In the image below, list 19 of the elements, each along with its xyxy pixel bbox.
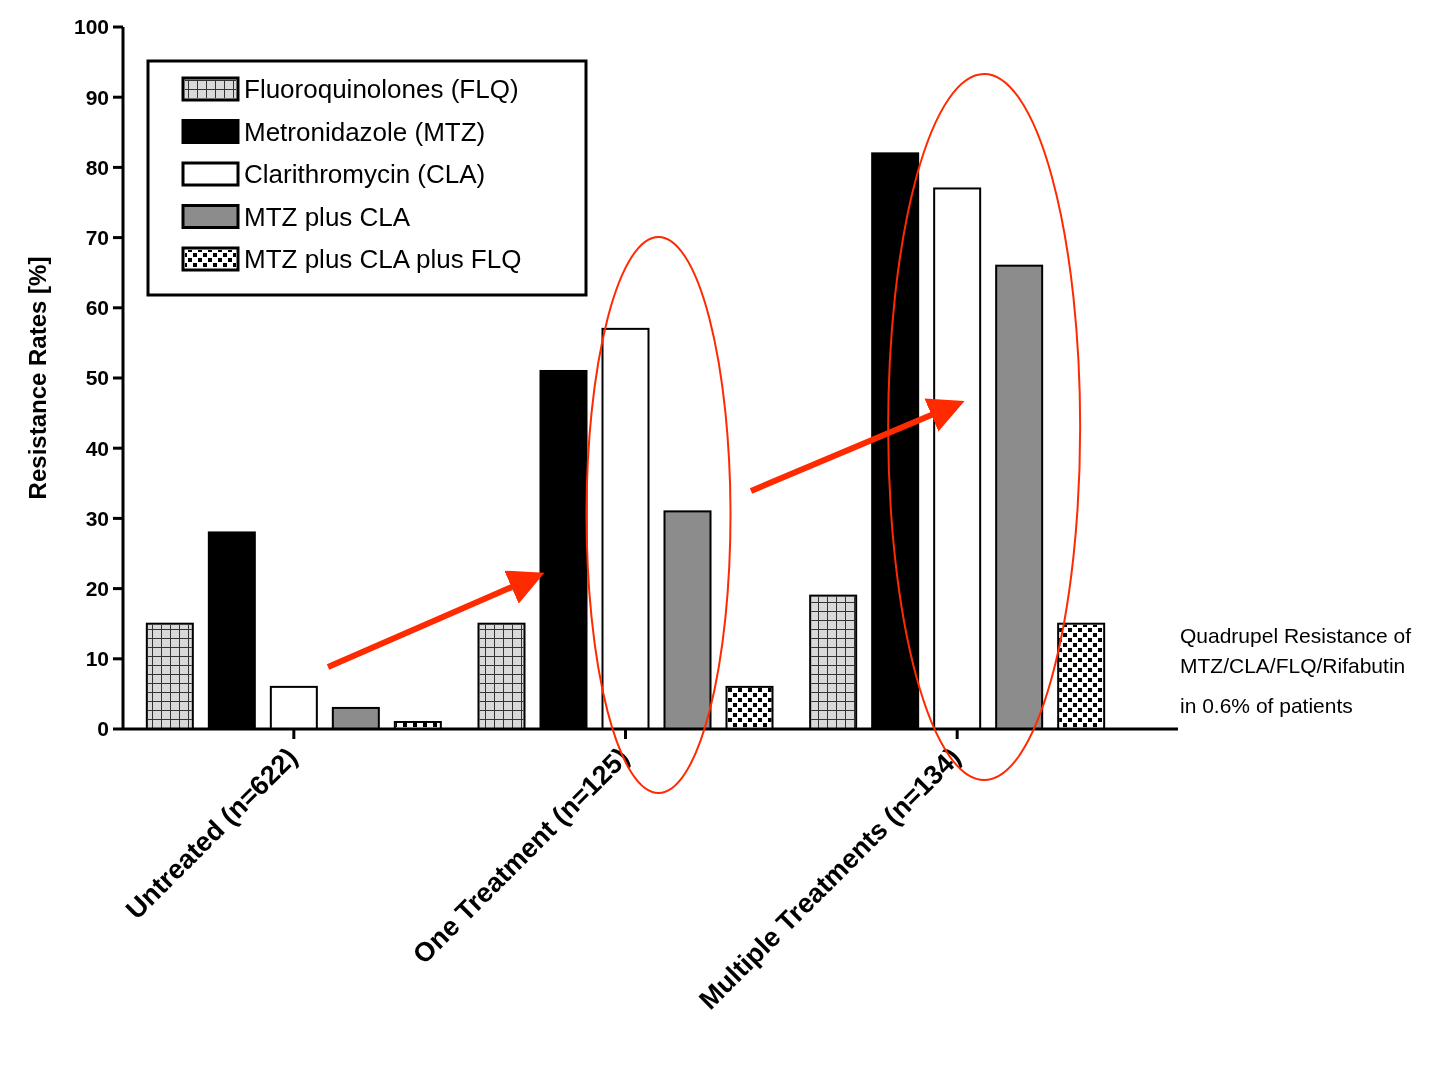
text: Quadrupel Resistance of MTZ/CLA/FLQ/Rifabutin bbox=[1180, 624, 1412, 677]
y-axis-title: Resistance Rates [%] bbox=[24, 256, 51, 500]
y-tick-label: 0 bbox=[97, 717, 109, 741]
y-tick-label: 20 bbox=[85, 576, 109, 600]
text: in 0.6% of patients bbox=[1180, 694, 1353, 718]
y-tick-label: 80 bbox=[85, 155, 109, 179]
legend-label: Metronidazole (MTZ) bbox=[244, 116, 486, 147]
y-tick-label: 50 bbox=[85, 366, 109, 390]
legend-label: MTZ plus CLA bbox=[244, 201, 411, 232]
y-tick-label: 70 bbox=[85, 225, 109, 249]
y-tick-label: 30 bbox=[85, 506, 109, 530]
y-tick-label: 10 bbox=[85, 647, 109, 671]
y-tick-label: 90 bbox=[85, 85, 109, 109]
legend-label: Clarithromycin (CLA) bbox=[244, 159, 486, 190]
legend-label: MTZ plus CLA plus FLQ bbox=[244, 244, 522, 275]
y-tick-label: 100 bbox=[73, 15, 109, 39]
y-tick-label: 60 bbox=[85, 296, 109, 320]
legend-label: Fluoroquinolones (FLQ) bbox=[244, 74, 519, 105]
y-tick-label: 40 bbox=[85, 436, 109, 460]
